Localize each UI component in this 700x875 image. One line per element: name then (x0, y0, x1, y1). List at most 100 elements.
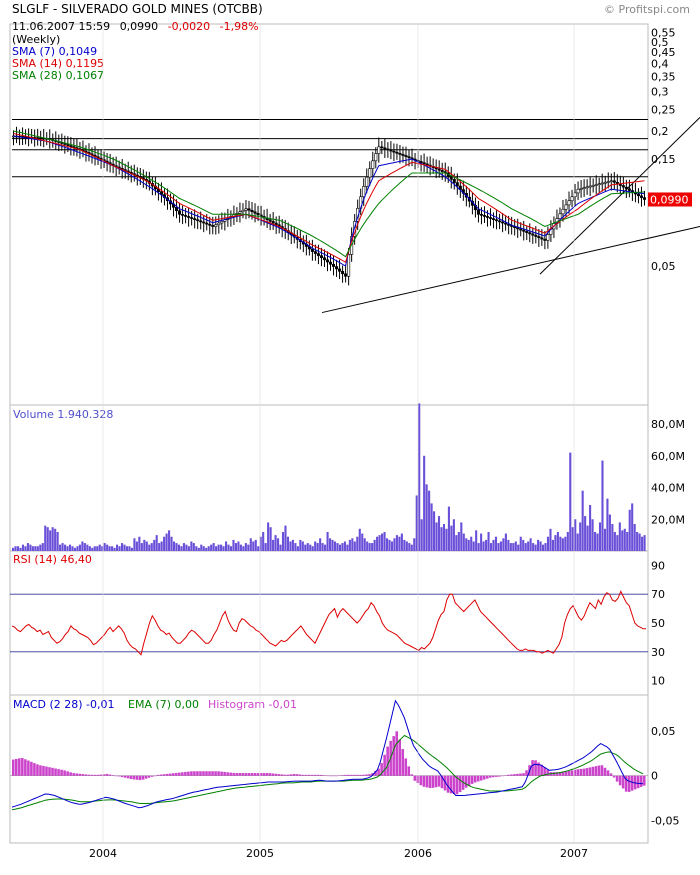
rsi-y-tick-label: 70 (651, 588, 665, 601)
macd-histogram-bar (407, 766, 411, 776)
price-panel: 0,550,50,450,40,35 0,3 0,25 0,2 0,15 0,05 0,09… (12, 26, 700, 314)
volume-bar (333, 541, 337, 551)
macd-histogram-bar (350, 774, 353, 776)
volume-bar (130, 547, 133, 551)
volume-bar (220, 544, 223, 551)
volume-bar (395, 535, 398, 551)
price-candle-body (501, 221, 505, 224)
volume-bar (331, 539, 334, 551)
volume-bar (623, 528, 626, 551)
volume-bar (551, 539, 554, 551)
volume-bar (445, 528, 448, 551)
volume-bar (170, 536, 173, 551)
macd-histogram-bar (280, 774, 284, 776)
price-candle-body (422, 162, 426, 165)
price-candle-body (175, 206, 179, 212)
price-candle-body (576, 188, 580, 194)
volume-bar (257, 546, 260, 551)
volume-bar (135, 541, 138, 551)
volume-bar (299, 539, 302, 551)
quote-change: -0,0020 (168, 20, 210, 33)
volume-bar (96, 546, 99, 551)
price-candle-body (241, 209, 245, 213)
volume-bar (636, 531, 639, 551)
volume-bar (158, 543, 161, 551)
volume-bar (125, 546, 129, 551)
macd-histogram-bar (543, 767, 546, 776)
macd-histogram-bar (467, 775, 471, 786)
price-y-tick-label: 0,05 (651, 260, 676, 273)
price-candle-body (498, 220, 502, 223)
price-legend-item: SMA (28) 0,1067 (12, 69, 104, 82)
price-candle-body (489, 217, 493, 219)
volume-bar (527, 541, 530, 551)
macd-histogram-bar (165, 773, 169, 776)
macd-histogram-bar (558, 772, 562, 776)
volume-bar (462, 533, 465, 551)
volume-bar (470, 536, 473, 551)
price-candle-body (612, 180, 616, 183)
volume-bar (200, 544, 203, 551)
macd-histogram-bar (244, 773, 248, 776)
volume-bar (165, 533, 168, 551)
macd-histogram-bar (72, 773, 75, 776)
macd-histogram-bar (199, 771, 202, 776)
macd-histogram-bar (250, 773, 254, 776)
macd-histogram-bar (153, 775, 157, 777)
macd-histogram-bar (229, 772, 232, 776)
volume-bar (338, 544, 342, 551)
volume-bar (91, 547, 94, 551)
macd-histogram-bar (156, 774, 160, 776)
macd-histogram-bar (380, 763, 383, 776)
quote-last: 0,0990 (120, 20, 159, 33)
volume-bar (68, 544, 72, 551)
price-candle-body (398, 152, 402, 155)
volume-bar (128, 546, 131, 551)
macd-legend-item: Histogram -0,01 (208, 698, 297, 711)
volume-bar (180, 546, 183, 551)
price-candle-body (271, 221, 275, 224)
volume-bar (202, 546, 205, 551)
macd-histogram-bar (588, 767, 592, 776)
volume-bar (78, 544, 81, 551)
macd-histogram-bar (507, 774, 510, 776)
macd-histogram-bar (404, 758, 408, 776)
quote-change-pct: -1,98% (220, 20, 259, 33)
volume-bar (388, 539, 391, 551)
volume-bar (584, 516, 587, 551)
volume-title: Volume 1.940.328 (13, 408, 113, 421)
price-candle-body (332, 263, 336, 267)
volume-bar (197, 547, 200, 551)
macd-histogram-bar (325, 775, 329, 777)
price-candle-body (338, 268, 342, 272)
volume-bar (54, 528, 57, 551)
sma14-line (13, 133, 645, 263)
volume-bar (571, 527, 574, 551)
macd-histogram-bar (66, 771, 69, 776)
macd-histogram-bar (15, 758, 18, 776)
macd-histogram-bar (401, 749, 405, 776)
volume-bar (29, 544, 32, 551)
volume-bar (549, 528, 552, 551)
volume-bar (544, 543, 547, 551)
macd-histogram-bar (78, 773, 81, 776)
macd-histogram-bar (232, 772, 235, 776)
volume-bar (16, 546, 20, 551)
volume-bar (31, 546, 34, 551)
macd-histogram-bar (546, 769, 549, 776)
macd-histogram-bar (54, 768, 57, 776)
price-candle-body (205, 222, 209, 225)
volume-bar (437, 516, 441, 551)
volume-bar (232, 539, 235, 551)
volume-bar (153, 539, 156, 551)
macd-histogram-bar (485, 775, 489, 779)
volume-bar (329, 538, 332, 551)
volume-bar (103, 543, 106, 551)
price-candle-body (579, 188, 583, 190)
volume-bar (81, 541, 84, 551)
volume-bar (564, 536, 567, 551)
volume-bar (504, 533, 507, 551)
volume-bar (21, 544, 25, 551)
volume-bar (638, 533, 641, 551)
macd-histogram-bar (335, 775, 338, 777)
